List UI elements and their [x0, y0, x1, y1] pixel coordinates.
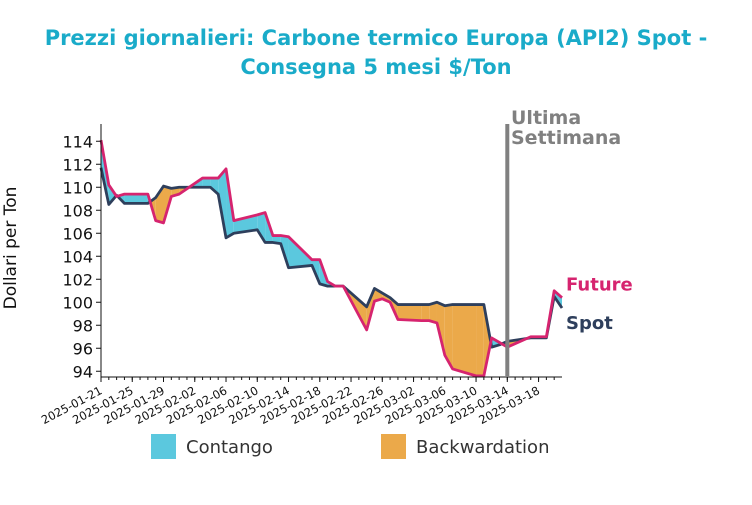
contango-fill	[288, 236, 312, 268]
chart-title-line-2: Consegna 5 mesi $/Ton	[240, 55, 512, 79]
legend-label-contango: Contango	[186, 437, 273, 458]
x-ticks: 2025-01-212025-01-252025-01-292025-02-02…	[39, 377, 555, 427]
y-tick-label: 104	[62, 247, 93, 266]
legend-label-backwardation: Backwardation	[416, 437, 549, 458]
y-tick-label: 106	[62, 224, 93, 243]
contango-fill	[202, 178, 211, 188]
series-end-labels: Future Spot	[566, 275, 633, 334]
backwardation-fill	[429, 302, 437, 323]
future-end-label: Future	[566, 275, 633, 296]
last-week-label-line-1: Ultima	[511, 107, 581, 129]
contango-fill	[210, 178, 219, 195]
y-ticks: 94 96 98 100 102 104 106 108 110 112 114	[62, 132, 101, 381]
y-tick-label: 102	[62, 270, 93, 289]
backwardation-fill	[452, 304, 477, 376]
backwardation-fill	[397, 304, 422, 321]
y-tick-label: 100	[62, 293, 93, 312]
legend: Contango Backwardation	[151, 434, 549, 459]
chart-title: Prezzi giornalieri: Carbone termico Euro…	[0, 24, 752, 82]
spot-end-label: Spot	[566, 313, 613, 334]
y-tick-label: 108	[62, 201, 93, 220]
y-tick-label: 94	[73, 362, 93, 381]
last-week-label-line-2: Settimana	[511, 127, 621, 149]
legend-swatch-backwardation	[381, 434, 406, 459]
y-tick-label: 98	[73, 316, 93, 335]
y-tick-label: 112	[62, 155, 93, 174]
y-tick-label: 110	[62, 178, 93, 197]
backwardation-fill	[483, 304, 491, 376]
backwardation-fill	[476, 304, 484, 376]
backwardation-fill	[421, 304, 430, 321]
legend-swatch-contango	[151, 434, 176, 459]
y-axis-label: Dollari per Ton	[1, 187, 21, 310]
series-line-future	[99, 139, 563, 378]
series-lines	[99, 139, 564, 378]
backwardation-fill	[444, 304, 453, 369]
chart-title-line-1: Prezzi giornalieri: Carbone termico Euro…	[44, 26, 708, 50]
y-tick-label: 114	[62, 132, 93, 151]
spread-fills	[101, 140, 562, 376]
contango-fill	[257, 212, 266, 243]
contango-fill	[124, 194, 148, 204]
last-week-marker: Ultima Settimana	[505, 107, 621, 377]
y-tick-label: 96	[73, 339, 93, 358]
axes	[100, 124, 562, 378]
